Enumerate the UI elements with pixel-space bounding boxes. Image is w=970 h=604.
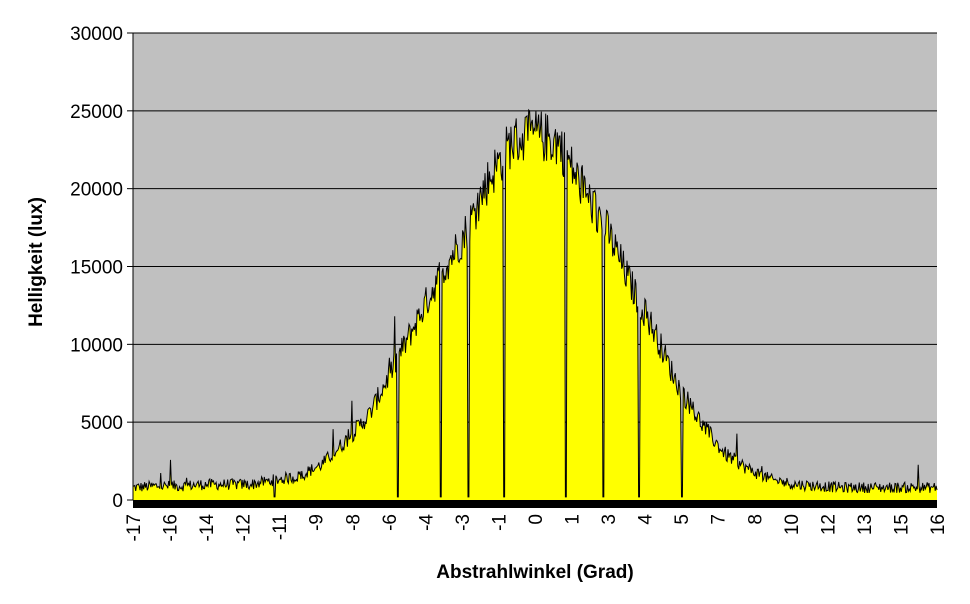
x-tick-label: -4 xyxy=(416,514,437,531)
y-axis-title: Helligkeit (lux) xyxy=(26,197,47,327)
y-tick-label: 20000 xyxy=(70,180,123,201)
x-tick-label: 3 xyxy=(599,514,620,525)
y-axis-ticks: 0 5000 10000 15000 20000 25000 30000 xyxy=(70,24,133,512)
series-line xyxy=(132,108,938,498)
x-tick-label: 16 xyxy=(928,514,949,535)
y-tick-label: 15000 xyxy=(70,258,123,279)
x-tick-label: 7 xyxy=(709,514,730,525)
x-tick-label: -12 xyxy=(234,514,255,541)
x-tick-label: 15 xyxy=(892,514,913,535)
x-tick-label: 5 xyxy=(672,514,693,525)
y-tick-label: 25000 xyxy=(70,102,123,123)
x-tick-label: -1 xyxy=(490,514,511,531)
x-tick-label: -8 xyxy=(343,514,364,531)
x-axis-ticks: -17 -16 -14 -12 -11 -9 -8 -6 -4 -3 -1 0 1 3 4 5 7 8 10 12 13… xyxy=(124,514,949,542)
y-tick-label: 0 xyxy=(112,491,123,512)
x-tick-label: 4 xyxy=(636,514,657,525)
x-tick-label: 8 xyxy=(745,514,766,525)
y-tick-label: 10000 xyxy=(70,335,123,356)
x-tick-label: 10 xyxy=(782,514,803,535)
y-tick-label: 5000 xyxy=(81,413,123,434)
x-tick-label: -11 xyxy=(270,514,291,540)
x-tick-label: -6 xyxy=(380,514,401,531)
x-tick-label: -9 xyxy=(307,514,328,531)
x-axis-band xyxy=(133,500,937,508)
x-tick-label: -3 xyxy=(453,514,474,531)
y-tick-label: 30000 xyxy=(70,24,123,45)
plot-area xyxy=(132,32,938,508)
x-tick-label: 1 xyxy=(563,514,584,525)
x-tick-label: -16 xyxy=(161,514,182,541)
x-tick-label: 0 xyxy=(526,514,547,525)
area-fill xyxy=(133,110,937,500)
x-tick-label: 13 xyxy=(855,514,876,535)
x-tick-label: 12 xyxy=(818,514,839,535)
x-axis-title: Abstrahlwinkel (Grad) xyxy=(436,562,633,583)
x-tick-label: -14 xyxy=(197,514,218,542)
x-tick-label: -17 xyxy=(124,514,145,541)
